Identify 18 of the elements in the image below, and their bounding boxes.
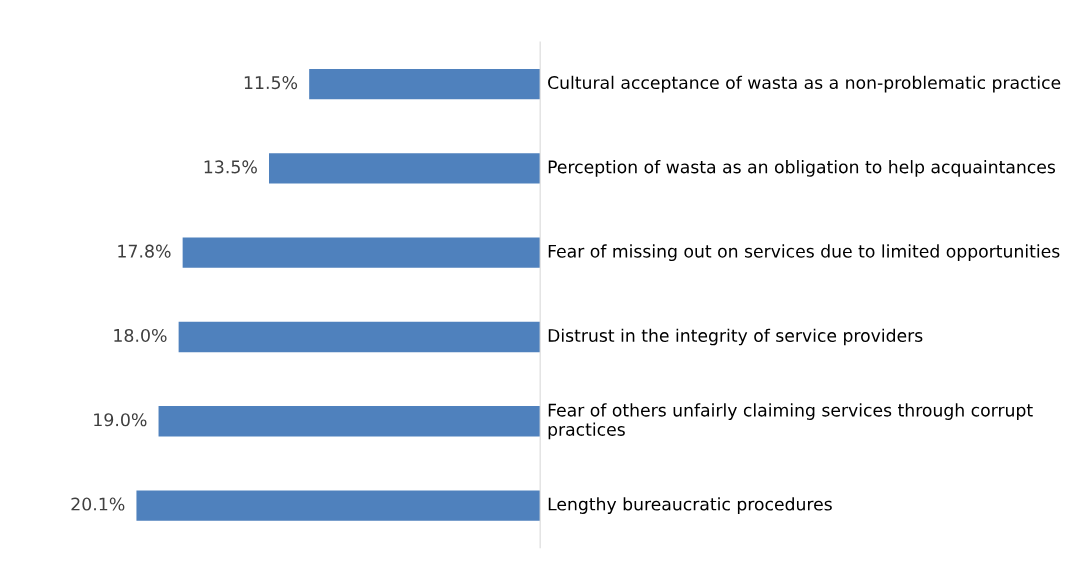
y-tick-label: Cultural acceptance of wasta as a non-problematic practice <box>548 75 1061 93</box>
y-tick-label: Distrust in the integrity of service providers <box>548 328 923 346</box>
bar <box>309 68 541 100</box>
data-label: 13.5% <box>204 160 257 174</box>
y-tick-label: Perception of wasta as an obligation to help acquaintances <box>548 160 1056 177</box>
y-tick-label: Lengthy bureaucratic procedures <box>548 497 832 514</box>
y-tick-label: Fear of missing out on services due to limited opportunities <box>548 244 1060 262</box>
data-label: 11.5% <box>244 76 298 90</box>
y-tick-label: Fear of others unfairly claiming services through corrupt practices <box>548 403 1033 440</box>
bar <box>269 153 541 184</box>
data-label: 18.0% <box>114 328 167 343</box>
data-label: 20.1% <box>71 497 125 511</box>
bar <box>178 321 541 353</box>
data-label: 17.8% <box>118 244 171 258</box>
data-label: 19.0% <box>94 413 147 427</box>
bar <box>136 490 541 521</box>
bar <box>182 237 541 268</box>
bar <box>158 406 541 437</box>
